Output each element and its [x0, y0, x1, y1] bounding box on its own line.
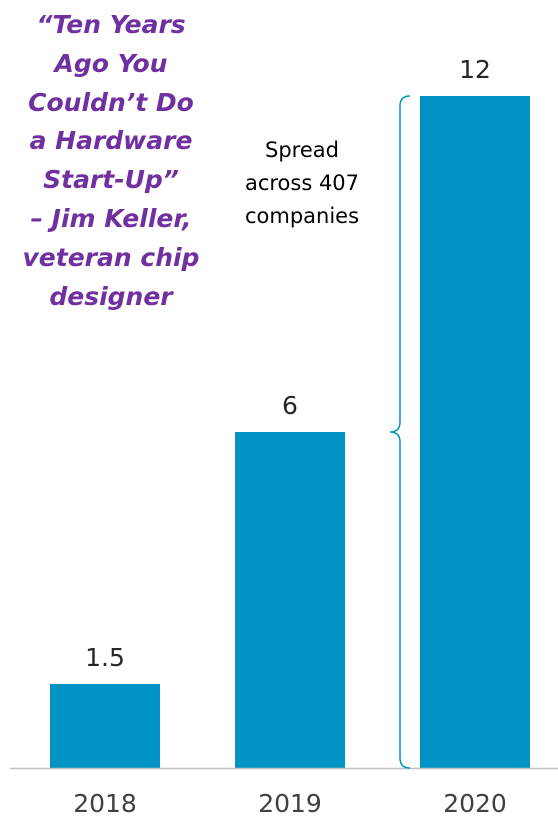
x-tick-label-2020: 2020: [443, 789, 507, 818]
annotation-line: companies: [244, 204, 360, 228]
spread-brace: [389, 95, 411, 769]
annotation-line: across 407: [244, 171, 360, 195]
x-tick-label-2018: 2018: [73, 789, 137, 818]
quote-line: Couldn’t Do: [28, 87, 194, 117]
data-label-2020: 12: [459, 55, 491, 84]
bar-2020: [420, 96, 530, 768]
spread-annotation: Spread across 407 companies: [222, 134, 382, 233]
bar-2018: [50, 684, 160, 768]
quote-line: veteran chip: [22, 242, 200, 272]
data-label-2018: 1.5: [85, 643, 125, 672]
quote-line: “Ten Years: [36, 10, 186, 39]
quote-line: designer: [49, 281, 173, 311]
quote-line: Start-Up”: [43, 165, 179, 195]
quote-text: “Ten Years Ago You Couldn’t Do a Hardwar…: [0, 6, 222, 316]
quote-line: – Jim Keller,: [30, 203, 192, 233]
bar-2019: [235, 432, 345, 768]
data-label-2019: 6: [282, 391, 298, 420]
quote-line: a Hardware: [29, 126, 193, 156]
annotation-line: Spread: [265, 138, 339, 162]
quote-line: Ago You: [54, 48, 168, 78]
x-tick-label-2019: 2019: [258, 789, 322, 818]
